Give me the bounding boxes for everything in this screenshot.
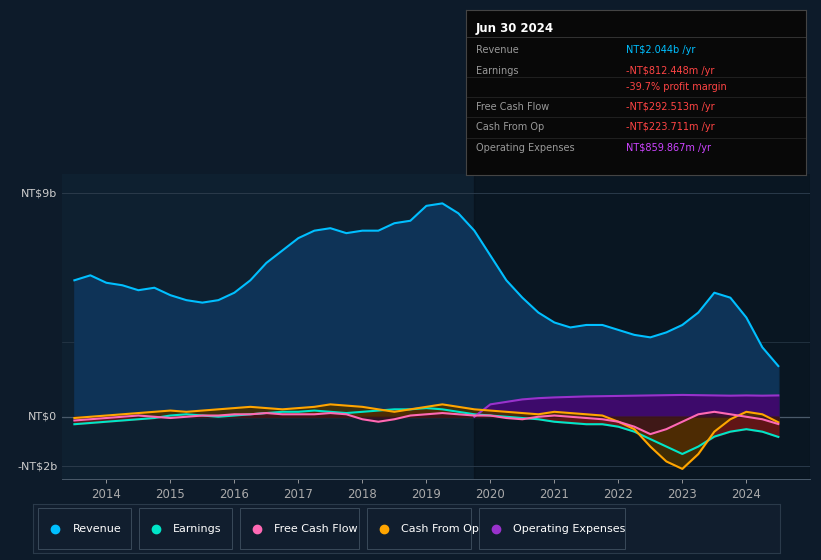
Text: NT$9b: NT$9b (21, 189, 57, 198)
Text: Earnings: Earnings (475, 66, 518, 76)
Text: -NT$2b: -NT$2b (17, 461, 57, 472)
Text: Cash From Op: Cash From Op (475, 123, 544, 132)
Text: Jun 30 2024: Jun 30 2024 (475, 22, 554, 35)
Text: Free Cash Flow: Free Cash Flow (475, 102, 549, 112)
Text: NT$859.867m /yr: NT$859.867m /yr (626, 143, 711, 153)
Text: -39.7% profit margin: -39.7% profit margin (626, 82, 727, 92)
Text: Operating Expenses: Operating Expenses (513, 524, 626, 534)
Bar (475, 174, 810, 479)
Text: Cash From Op: Cash From Op (401, 524, 479, 534)
Text: Earnings: Earnings (173, 524, 222, 534)
Text: Operating Expenses: Operating Expenses (475, 143, 575, 153)
Text: Revenue: Revenue (72, 524, 122, 534)
Text: Free Cash Flow: Free Cash Flow (274, 524, 358, 534)
Text: -NT$812.448m /yr: -NT$812.448m /yr (626, 66, 714, 76)
Text: Revenue: Revenue (475, 45, 519, 55)
Text: -NT$292.513m /yr: -NT$292.513m /yr (626, 102, 714, 112)
Text: NT$0: NT$0 (29, 412, 57, 422)
Text: NT$2.044b /yr: NT$2.044b /yr (626, 45, 695, 55)
Text: -NT$223.711m /yr: -NT$223.711m /yr (626, 123, 714, 132)
